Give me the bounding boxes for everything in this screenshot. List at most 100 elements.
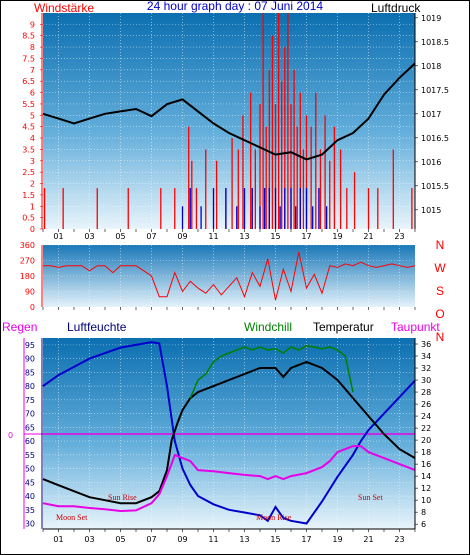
regen-label: Regen: [2, 320, 37, 334]
compass-label: S: [436, 284, 444, 298]
humidity-tick-label: 50: [25, 465, 35, 474]
left-y-tick-label: 3.5: [22, 145, 35, 154]
x-tick-label: 23: [394, 535, 404, 544]
x-tick-label: 19: [332, 232, 342, 241]
pressure-line: [42, 62, 416, 161]
right-y-tick-label: 1016: [421, 158, 441, 167]
wind-direction-grid: [43, 244, 415, 308]
temperature-tick-label: 34: [421, 352, 431, 361]
wind-direction-tick-label: 270: [20, 257, 35, 266]
humidity-temperature-grid: [43, 338, 415, 529]
left-y-tick-label: 0: [30, 225, 35, 234]
humidity-tick-label: 40: [25, 492, 35, 501]
chart-title: 24 hour graph day : 07 Juni 2014: [147, 0, 323, 13]
temperature-tick-label: 8: [421, 508, 426, 517]
wind-direction-tick-label: 180: [20, 272, 35, 281]
compass-label: N: [436, 330, 445, 344]
x-tick-label: 03: [84, 232, 94, 241]
x-tick-label: 19: [332, 535, 342, 544]
humidity-tick-label: 80: [25, 382, 35, 391]
x-tick-label: 13: [239, 232, 249, 241]
luftdruck-label: Luftdruck: [371, 1, 421, 15]
temperature-tick-label: 6: [421, 520, 426, 529]
humidity-tick-label: 90: [25, 355, 35, 364]
compass-label: O: [435, 307, 444, 321]
x-tick-label: 03: [84, 535, 94, 544]
x-tick-label: 21: [363, 232, 373, 241]
wind-direction-tick-label: 90: [25, 288, 35, 297]
temperature-tick-label: 16: [421, 460, 431, 469]
x-tick-label: 05: [115, 535, 125, 544]
x-tick-label: 01: [53, 232, 63, 241]
right-y-tick-label: 1018: [421, 62, 441, 71]
temperature-tick-label: 22: [421, 424, 431, 433]
windchill-line: [189, 345, 354, 399]
temperature-tick-label: 28: [421, 388, 431, 397]
humidity-tick-label: 35: [25, 506, 35, 515]
luftfeuchte-label: Luftfeuchte: [67, 320, 127, 334]
taupunkt-label: Taupunkt: [391, 320, 440, 334]
right-y-tick-label: 1017: [421, 110, 441, 119]
humidity-tick-label: 60: [25, 437, 35, 446]
moon-rise-annotation: Moon Rise: [256, 513, 292, 522]
humidity-tick-label: 95: [25, 341, 35, 350]
left-y-tick-label: 6.5: [22, 77, 35, 86]
temperature-tick-label: 20: [421, 436, 431, 445]
right-y-tick-label: 1016.5: [421, 134, 449, 143]
wind-direction-line-group: [43, 251, 416, 301]
wind-pressure-axes: 0 0.5 1 1.5 2 2.5 3 3.5 4 4.5 5 5.5 6 6.5 7 7.5 8 8.5 9 101…: [22, 13, 449, 241]
windchill-label: Windchill: [244, 320, 292, 334]
left-y-tick-label: 2: [30, 180, 35, 189]
humidity-tick-label: 85: [25, 368, 35, 377]
x-tick-label: 15: [270, 535, 280, 544]
left-y-tick-label: 1: [30, 202, 35, 211]
temperature-tick-label: 14: [421, 472, 431, 481]
x-tick-label: 01: [53, 535, 63, 544]
compass-label: W: [434, 261, 446, 275]
temperature-tick-label: 36: [421, 340, 431, 349]
left-y-tick-label: 3: [30, 157, 35, 166]
x-tick-label: 09: [177, 232, 187, 241]
wind-direction-tick-label: 0: [30, 303, 35, 312]
left-y-tick-label: 4: [30, 134, 35, 143]
temperatur-label: Temperatur: [313, 320, 374, 334]
temperatur-line: [42, 360, 416, 505]
x-tick-label: 17: [301, 535, 311, 544]
moon-set-annotation: Moon Set: [56, 513, 88, 522]
wind-direction-line: [43, 251, 416, 301]
left-y-tick-label: 9: [30, 20, 35, 29]
left-y-tick-label: 7: [30, 66, 35, 75]
windstaerke-label: Windstärke: [34, 1, 94, 15]
temperature-tick-label: 12: [421, 484, 431, 493]
wind-direction-tick-label: 360: [20, 241, 35, 250]
right-y-tick-label: 1015.5: [421, 182, 449, 191]
luftfeuchte-line: [42, 341, 416, 525]
left-y-tick-label: 7.5: [22, 54, 35, 63]
x-tick-label: 09: [177, 535, 187, 544]
right-y-tick-label: 1017.5: [421, 86, 449, 95]
wind-pressure-plot-area: [43, 13, 415, 229]
compass-label: N: [436, 238, 445, 252]
taupunkt-line: [42, 445, 416, 513]
right-y-tick-label: 1015: [421, 206, 441, 215]
temperature-tick-label: 32: [421, 364, 431, 373]
temperature-tick-label: 30: [421, 376, 431, 385]
left-y-tick-label: 8: [30, 43, 35, 52]
x-tick-label: 05: [115, 232, 125, 241]
x-tick-label: 11: [208, 232, 218, 241]
left-y-tick-label: 5: [30, 111, 35, 120]
x-tick-label: 17: [301, 232, 311, 241]
left-y-tick-label: 2.5: [22, 168, 35, 177]
humidity-temperature-axes: 30 35 40 45 50 55 60 65 70 75 80 85 90 95 6 8 10 12 14 16 18…: [8, 338, 431, 544]
right-y-tick-label: 1019: [421, 14, 441, 23]
x-tick-label: 07: [146, 535, 156, 544]
temperature-tick-label: 18: [421, 448, 431, 457]
left-y-tick-label: 5.5: [22, 100, 35, 109]
humidity-tick-label: 45: [25, 478, 35, 487]
regen-tick-label: 0: [8, 431, 13, 440]
humidity-tick-label: 70: [25, 410, 35, 419]
x-tick-label: 21: [363, 535, 373, 544]
humidity-temperature-lines: [42, 341, 416, 525]
